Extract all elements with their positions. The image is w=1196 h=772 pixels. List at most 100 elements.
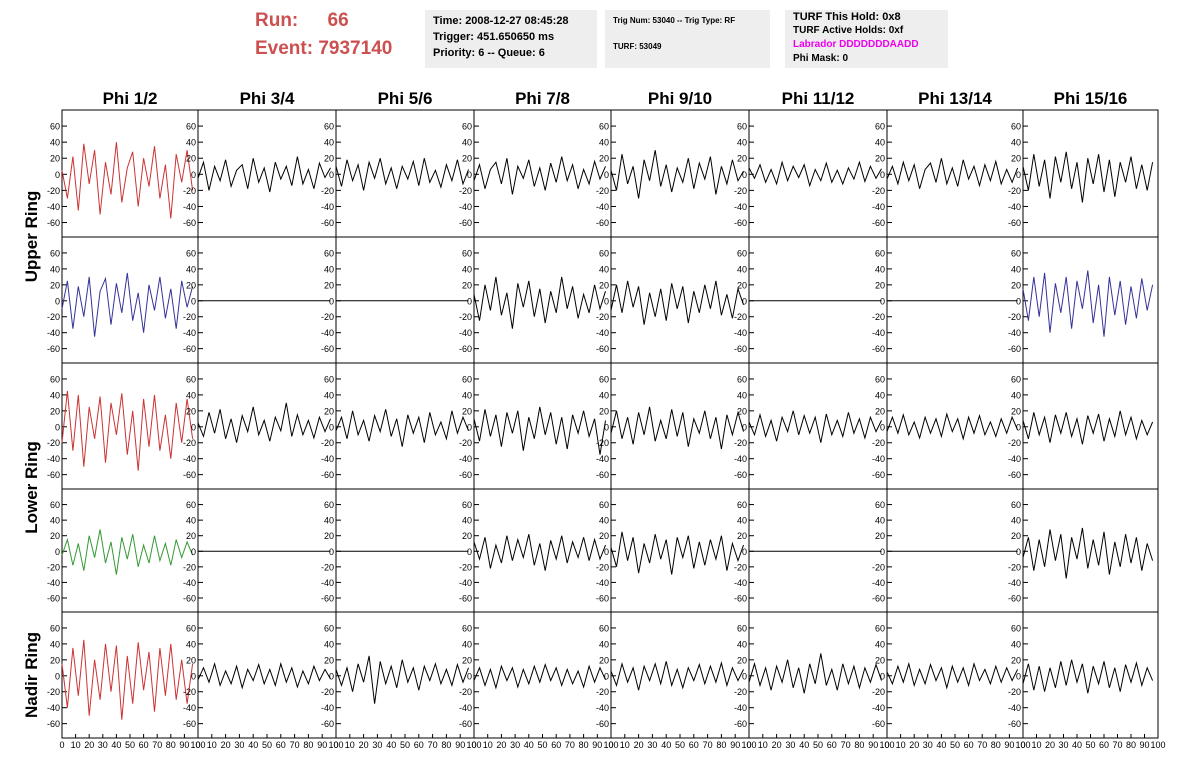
panel-frame (197, 488, 337, 613)
x-tick-label: 80 (441, 740, 451, 750)
y-tick-label: 40 (186, 516, 196, 526)
y-tick-label: -40 (183, 328, 196, 338)
panel-frame (335, 611, 475, 739)
y-tick-label: 20 (324, 280, 334, 290)
y-tick-label: 60 (462, 374, 472, 384)
y-tick-label: 0 (55, 170, 60, 180)
y-tick-label: 60 (737, 623, 747, 633)
y-tick-label: 60 (50, 122, 60, 132)
panel-frame (61, 362, 199, 490)
y-tick-label: 0 (880, 671, 885, 681)
waveform (610, 150, 744, 199)
y-tick-label: -40 (459, 578, 472, 588)
x-tick-label: 40 (661, 740, 671, 750)
x-tick-label: 80 (991, 740, 1001, 750)
y-tick-label: 60 (1011, 500, 1021, 510)
y-tick-label: 0 (329, 422, 334, 432)
x-tick-label: 90 (317, 740, 327, 750)
ring-label: Nadir Ring (22, 632, 41, 718)
y-tick-label: 0 (1016, 296, 1021, 306)
y-tick-label: 60 (324, 122, 334, 132)
x-tick-label: 30 (923, 740, 933, 750)
x-tick-label: 10 (1031, 740, 1041, 750)
x-tick-label: 40 (1072, 740, 1082, 750)
y-tick-label: -20 (47, 562, 60, 572)
waveform (473, 534, 606, 571)
y-tick-label: 60 (599, 248, 609, 258)
x-tick-label: 0 (333, 740, 338, 750)
x-tick-label: 10 (345, 740, 355, 750)
x-tick-label: 90 (1139, 740, 1149, 750)
panel-frame (335, 236, 475, 364)
y-tick-label: -60 (459, 218, 472, 228)
y-tick-label: 20 (875, 280, 885, 290)
y-tick-label: 0 (191, 547, 196, 557)
y-tick-label: 0 (604, 547, 609, 557)
x-tick-label: 80 (579, 740, 589, 750)
y-tick-label: 20 (1011, 280, 1021, 290)
x-tick-label: 10 (207, 740, 217, 750)
y-tick-label: 0 (742, 422, 747, 432)
waveform (61, 272, 194, 337)
column-title: Phi 9/10 (648, 89, 712, 108)
y-tick-label: 20 (462, 655, 472, 665)
x-tick-label: 80 (303, 740, 313, 750)
y-tick-label: -20 (459, 312, 472, 322)
x-tick-label: 70 (565, 740, 575, 750)
y-tick-label: 60 (1011, 623, 1021, 633)
x-tick-label: 70 (290, 740, 300, 750)
y-tick-label: -40 (596, 328, 609, 338)
y-tick-label: -40 (734, 202, 747, 212)
x-tick-label: 80 (716, 740, 726, 750)
y-tick-label: 40 (462, 516, 472, 526)
y-tick-label: -40 (183, 578, 196, 588)
x-tick-label: 70 (152, 740, 162, 750)
y-tick-label: 40 (1011, 138, 1021, 148)
y-tick-label: -20 (596, 186, 609, 196)
x-tick-label: 40 (936, 740, 946, 750)
x-tick-label: 90 (1004, 740, 1014, 750)
y-tick-label: -40 (872, 703, 885, 713)
y-tick-label: -20 (321, 312, 334, 322)
y-tick-label: 0 (55, 671, 60, 681)
y-tick-label: -40 (734, 578, 747, 588)
y-tick-label: -20 (872, 312, 885, 322)
y-tick-label: 0 (880, 296, 885, 306)
event-number: 7937140 (318, 38, 393, 59)
x-tick-label: 50 (537, 740, 547, 750)
x-tick-label: 20 (359, 740, 369, 750)
waveform (1022, 151, 1154, 203)
waveform (473, 406, 606, 455)
y-tick-label: -60 (734, 593, 747, 603)
y-tick-label: -20 (872, 687, 885, 697)
x-tick-label: 90 (592, 740, 602, 750)
panel-frame (473, 236, 612, 364)
x-tick-label: 80 (166, 740, 176, 750)
x-tick-label: 90 (455, 740, 465, 750)
y-tick-label: 40 (462, 639, 472, 649)
y-tick-label: 20 (186, 280, 196, 290)
y-tick-label: 0 (467, 671, 472, 681)
y-tick-label: 0 (467, 422, 472, 432)
y-tick-label: 60 (50, 500, 60, 510)
panel-frame (473, 109, 612, 238)
y-tick-label: -60 (872, 593, 885, 603)
y-tick-label: 40 (875, 516, 885, 526)
waveform (197, 661, 331, 690)
y-tick-label: -60 (321, 344, 334, 354)
y-tick-label: 20 (875, 531, 885, 541)
x-tick-label: 70 (703, 740, 713, 750)
y-tick-label: 40 (186, 138, 196, 148)
waveform (61, 639, 194, 720)
y-tick-label: 60 (737, 248, 747, 258)
y-tick-label: 20 (462, 280, 472, 290)
y-tick-label: -20 (1008, 186, 1021, 196)
y-tick-label: 40 (599, 138, 609, 148)
x-tick-label: 30 (98, 740, 108, 750)
x-tick-label: 90 (730, 740, 740, 750)
y-tick-label: 60 (50, 623, 60, 633)
run-number: 66 (327, 10, 349, 31)
y-tick-label: -60 (596, 719, 609, 729)
y-tick-label: 20 (1011, 406, 1021, 416)
x-tick-label: 0 (1020, 740, 1025, 750)
